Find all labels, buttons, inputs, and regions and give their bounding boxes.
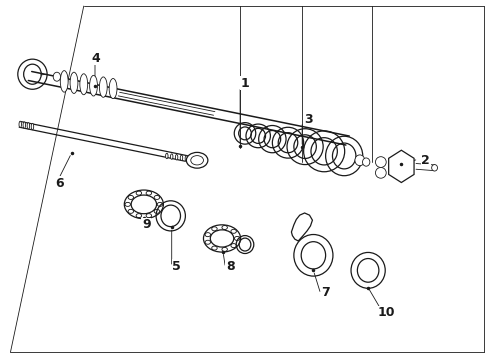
Ellipse shape bbox=[80, 74, 88, 95]
Text: 9: 9 bbox=[142, 218, 150, 231]
Ellipse shape bbox=[166, 153, 168, 159]
Ellipse shape bbox=[19, 121, 22, 128]
Ellipse shape bbox=[70, 72, 78, 94]
Text: 4: 4 bbox=[92, 51, 100, 64]
Ellipse shape bbox=[23, 122, 25, 129]
Ellipse shape bbox=[432, 165, 438, 171]
Polygon shape bbox=[389, 150, 414, 183]
Circle shape bbox=[191, 156, 203, 165]
Ellipse shape bbox=[60, 71, 68, 92]
Ellipse shape bbox=[375, 157, 386, 167]
Text: 6: 6 bbox=[55, 177, 64, 190]
Ellipse shape bbox=[171, 154, 173, 159]
Ellipse shape bbox=[180, 155, 183, 161]
Text: 2: 2 bbox=[421, 154, 430, 167]
Ellipse shape bbox=[27, 123, 29, 129]
Ellipse shape bbox=[185, 156, 188, 161]
Ellipse shape bbox=[175, 154, 178, 160]
Ellipse shape bbox=[99, 77, 107, 97]
Text: 7: 7 bbox=[321, 287, 330, 300]
Ellipse shape bbox=[31, 123, 34, 130]
Text: 5: 5 bbox=[172, 260, 181, 273]
Polygon shape bbox=[292, 213, 313, 241]
Text: 3: 3 bbox=[304, 113, 313, 126]
Text: 8: 8 bbox=[226, 260, 235, 273]
Ellipse shape bbox=[90, 75, 98, 96]
Ellipse shape bbox=[109, 78, 117, 99]
Ellipse shape bbox=[355, 155, 365, 166]
Text: 1: 1 bbox=[241, 77, 249, 90]
Ellipse shape bbox=[53, 72, 61, 81]
Text: 10: 10 bbox=[378, 306, 395, 319]
Circle shape bbox=[186, 152, 208, 168]
Ellipse shape bbox=[375, 167, 386, 178]
Ellipse shape bbox=[363, 158, 370, 166]
